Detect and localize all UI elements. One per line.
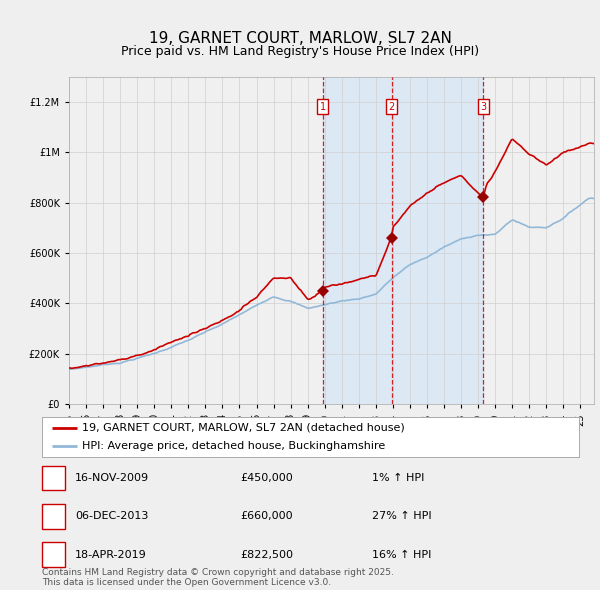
Text: 1% ↑ HPI: 1% ↑ HPI	[372, 473, 424, 483]
Text: 16% ↑ HPI: 16% ↑ HPI	[372, 550, 431, 559]
Bar	[323, 77, 483, 404]
Text: 1: 1	[50, 473, 57, 483]
Text: 19, GARNET COURT, MARLOW, SL7 2AN: 19, GARNET COURT, MARLOW, SL7 2AN	[149, 31, 451, 46]
Text: 3: 3	[50, 550, 57, 559]
Text: 2: 2	[388, 102, 395, 112]
Text: 19, GARNET COURT, MARLOW, SL7 2AN (detached house): 19, GARNET COURT, MARLOW, SL7 2AN (detac…	[82, 423, 405, 433]
Text: HPI: Average price, detached house, Buckinghamshire: HPI: Average price, detached house, Buck…	[82, 441, 386, 451]
Text: 3: 3	[480, 102, 486, 112]
Text: Contains HM Land Registry data © Crown copyright and database right 2025.
This d: Contains HM Land Registry data © Crown c…	[42, 568, 394, 587]
Text: 1: 1	[320, 102, 326, 112]
Text: £822,500: £822,500	[240, 550, 293, 559]
Text: £660,000: £660,000	[240, 512, 293, 521]
Text: 27% ↑ HPI: 27% ↑ HPI	[372, 512, 431, 521]
Text: Price paid vs. HM Land Registry's House Price Index (HPI): Price paid vs. HM Land Registry's House …	[121, 45, 479, 58]
Text: 16-NOV-2009: 16-NOV-2009	[75, 473, 149, 483]
Text: 2: 2	[50, 512, 57, 521]
Text: 06-DEC-2013: 06-DEC-2013	[75, 512, 148, 521]
Text: 18-APR-2019: 18-APR-2019	[75, 550, 147, 559]
Text: £450,000: £450,000	[240, 473, 293, 483]
